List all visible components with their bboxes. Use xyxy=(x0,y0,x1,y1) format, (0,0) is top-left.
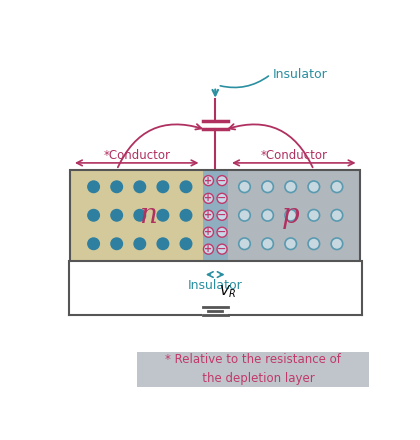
Circle shape xyxy=(217,244,227,254)
Circle shape xyxy=(111,238,123,249)
Circle shape xyxy=(203,244,213,254)
Circle shape xyxy=(217,210,227,220)
Circle shape xyxy=(134,181,146,193)
Circle shape xyxy=(239,181,250,193)
Circle shape xyxy=(239,209,250,221)
Circle shape xyxy=(157,181,169,193)
Circle shape xyxy=(308,209,320,221)
Text: +: + xyxy=(205,176,213,186)
Circle shape xyxy=(88,209,100,221)
Circle shape xyxy=(203,193,213,203)
Circle shape xyxy=(308,181,320,193)
Circle shape xyxy=(239,238,250,249)
Text: +: + xyxy=(205,210,213,220)
Text: Insulator: Insulator xyxy=(188,279,243,292)
Text: $V_R$: $V_R$ xyxy=(219,284,236,301)
Circle shape xyxy=(157,238,169,249)
Circle shape xyxy=(262,181,273,193)
Circle shape xyxy=(180,209,192,221)
Bar xyxy=(71,170,203,260)
Text: +: + xyxy=(205,244,213,254)
Bar xyxy=(228,170,360,260)
Circle shape xyxy=(203,176,213,186)
Circle shape xyxy=(285,238,297,249)
Text: −: − xyxy=(217,176,227,186)
Circle shape xyxy=(157,209,169,221)
Bar xyxy=(203,170,228,260)
Text: p: p xyxy=(282,202,299,229)
Circle shape xyxy=(134,209,146,221)
Circle shape xyxy=(134,238,146,249)
Circle shape xyxy=(262,238,273,249)
Text: n: n xyxy=(139,202,156,229)
Text: −: − xyxy=(217,244,227,254)
Bar xyxy=(71,170,360,260)
Circle shape xyxy=(203,210,213,220)
Circle shape xyxy=(331,209,343,221)
Text: *Conductor: *Conductor xyxy=(260,150,327,162)
Text: *Conductor: *Conductor xyxy=(103,150,170,162)
Circle shape xyxy=(331,181,343,193)
Circle shape xyxy=(88,238,100,249)
Text: * Relative to the resistance of
   the depletion layer: * Relative to the resistance of the depl… xyxy=(165,353,341,385)
Circle shape xyxy=(88,181,100,193)
Circle shape xyxy=(331,238,343,249)
Bar xyxy=(137,352,369,387)
Circle shape xyxy=(285,209,297,221)
Circle shape xyxy=(217,227,227,237)
Circle shape xyxy=(180,238,192,249)
FancyArrowPatch shape xyxy=(220,76,268,88)
Circle shape xyxy=(180,181,192,193)
FancyArrowPatch shape xyxy=(118,124,202,167)
Circle shape xyxy=(285,181,297,193)
Circle shape xyxy=(203,227,213,237)
Text: −: − xyxy=(217,193,227,203)
Circle shape xyxy=(308,238,320,249)
Text: +: + xyxy=(205,227,213,237)
Text: Insulator: Insulator xyxy=(273,68,328,81)
Circle shape xyxy=(111,181,123,193)
Circle shape xyxy=(111,209,123,221)
Text: +: + xyxy=(205,193,213,203)
Circle shape xyxy=(262,209,273,221)
Circle shape xyxy=(217,193,227,203)
Text: −: − xyxy=(217,227,227,237)
FancyArrowPatch shape xyxy=(229,124,312,167)
Circle shape xyxy=(217,176,227,186)
Text: −: − xyxy=(217,210,227,220)
